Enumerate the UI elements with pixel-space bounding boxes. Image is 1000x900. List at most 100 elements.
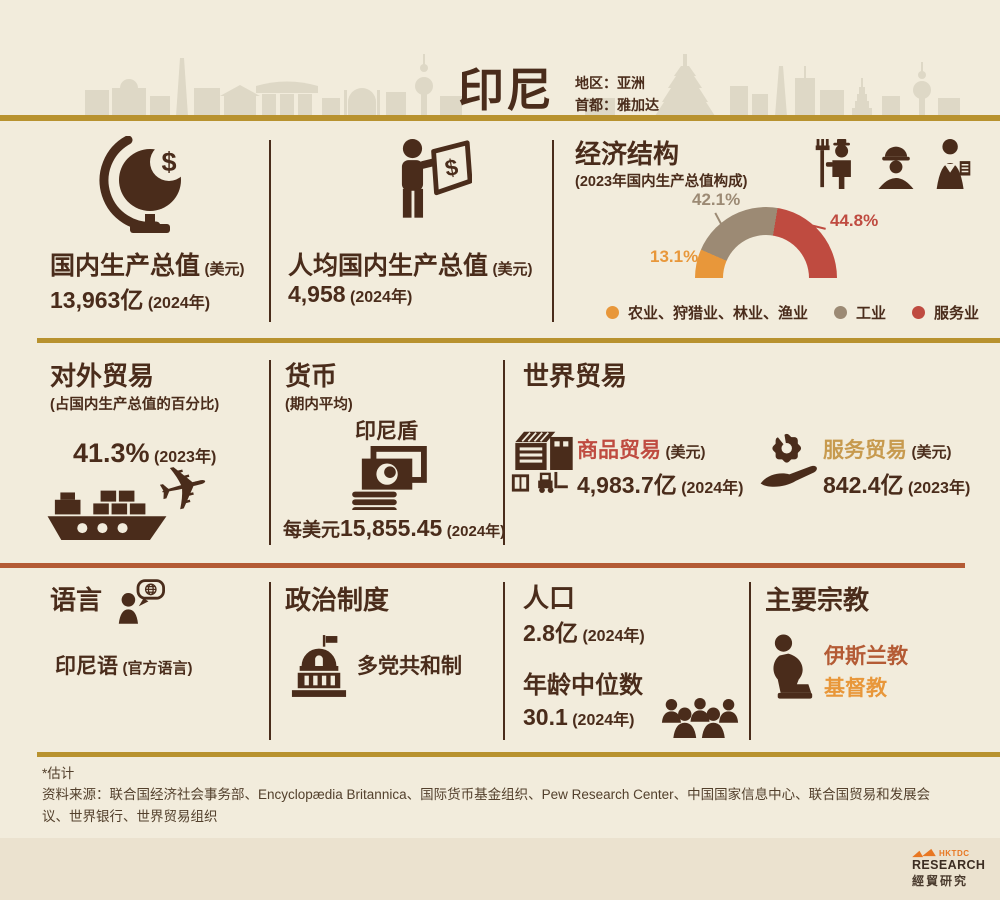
bottom-band [0,838,1000,900]
page-title: 印尼 [458,64,554,116]
gauge-label-agriculture: 13.1% [650,247,718,266]
gdp-title-line: 国内生产总值 (美元) [50,246,244,282]
population-value-line: 2.8亿 (2024年) [523,614,645,648]
currency-title: 货币 [285,361,338,391]
capitol-icon [291,635,347,697]
merchandise-unit: (美元) [665,444,706,461]
merchandise-year: (2024年) [681,480,744,497]
gauge-label-industry: 42.1% [692,190,741,209]
median-age-year: (2024年) [572,712,635,729]
foreign-trade-title: 对外贸易 [50,361,155,391]
foreign-trade-subtitle: (占国内生产总值的百分比) [50,397,220,413]
divider-r3-b [503,582,505,740]
religion-item-islam: 伊斯兰教 [824,645,908,668]
language-note: (官方语言) [122,660,193,677]
logo-research-text: RESEARCH [912,858,986,872]
builder-icon [878,146,914,189]
population-title: 人口 [523,583,576,613]
box-forklift-icon [511,471,568,493]
people-group-icon [661,698,739,738]
hktdc-brand-text: HKTDC [939,848,970,858]
cargo-ship-icon [47,490,167,540]
gdp-value-line: 13,963亿 (2024年) [50,281,210,315]
legend-dot-services [912,306,926,319]
divider-r1-a [269,140,271,322]
language-value: 印尼语 [55,655,118,678]
economic-structure-title: 经济结构 [575,139,680,169]
speech-person-icon [118,579,165,624]
world-trade-title: 世界贸易 [523,361,628,391]
political-system-value: 多党共和制 [357,655,462,678]
divider-r3-c [749,582,751,740]
merchandise-value: 4,983.7亿 [577,472,677,498]
hktdc-logo: HKTDC RESEARCH 經貿研究 [912,848,985,889]
svg-text:$: $ [443,154,460,182]
median-age-title: 年龄中位数 [523,672,643,699]
farmer-icon [815,139,851,189]
divider-row2-row3 [0,563,965,568]
gauge-label-services: 44.8% [830,211,879,230]
sources-text: 资料来源：联合国经济社会事务部、Encyclopædia Britannica、… [42,787,931,824]
gdp-pc-unit: (美元) [492,261,533,278]
header-divider [0,115,1000,121]
foreign-trade-value: 41.3% [73,438,150,468]
services-year: (2023年) [908,480,971,497]
currency-rate-value: 15,855.45 [340,515,443,541]
legend-label-agriculture: 农业、狩猎业、林业、渔业 [628,305,809,322]
population-value: 2.8亿 [523,620,578,646]
divider-r3-a [269,582,271,740]
services-label-line: 服务贸易 (美元) [823,434,951,464]
divider-r2-a [269,360,271,545]
gear-hand-icon [760,432,817,487]
foreign-trade-value-line: 41.3% (2023年) [73,438,216,469]
sector-icons [815,139,973,189]
praying-person-icon [773,634,813,699]
gdp-title: 国内生产总值 [50,252,201,280]
divider-row1-row2 [37,338,1000,343]
region-label: 地区：亚洲 [575,75,645,91]
globe-dollar-icon: $ [99,136,188,233]
currency-rate-prefix: 每美元 [283,520,341,541]
gdp-pc-title: 人均国内生产总值 [288,252,489,280]
gdp-unit: (美元) [204,261,245,278]
services-value-line: 842.4亿 (2023年) [823,466,970,500]
legend-dot-agriculture [606,306,619,319]
gdp-pc-year: (2024年) [350,289,413,306]
population-year: (2024年) [582,628,645,645]
median-age-value: 30.1 [523,704,568,730]
economic-structure-subtitle: (2023年国内生产总值构成) [575,174,748,190]
currency-rate-year: (2024年) [446,523,506,540]
foreign-trade-year: (2023年) [154,449,217,466]
currency-subtitle: (期内平均) [285,397,353,413]
legend-dot-industry [834,306,848,319]
divider-footer [37,752,1000,757]
banknotes-icon [352,446,427,510]
currency-name: 印尼盾 [355,420,418,443]
gdp-pc-value-line: 4,958 (2024年) [288,281,412,308]
gdp-pc-value: 4,958 [288,281,346,307]
capital-label: 首都：雅加达 [575,97,659,114]
hktdc-mark-icon [912,848,936,858]
estimate-note: *估计 [42,766,75,781]
hktdc-logo-mark: HKTDC [912,848,985,858]
services-unit: (美元) [911,444,952,461]
gdp-pc-title-line: 人均国内生产总值 (美元) [288,246,532,282]
merchandise-label-line: 商品贸易 (美元) [577,434,705,464]
waiter-icon [936,139,971,189]
divider-r1-b [552,140,554,322]
person-banknote-icon: $ [401,138,472,218]
gdp-value: 13,963亿 [50,287,144,313]
legend-label-industry: 工业 [856,305,887,322]
religion-title: 主要宗教 [765,585,870,615]
median-age-value-line: 30.1 (2024年) [523,704,634,731]
services-value: 842.4亿 [823,472,904,498]
merchandise-label: 商品贸易 [577,439,661,462]
services-label: 服务贸易 [823,439,907,462]
chart-legend: 农业、狩猎业、林业、渔业 工业 服务业 [606,302,979,323]
header-meta: 地区：亚洲 首都：雅加达 [575,72,659,117]
svg-text:$: $ [161,147,176,177]
legend-label-services: 服务业 [934,305,980,322]
merchandise-value-line: 4,983.7亿 (2024年) [577,466,743,500]
gdp-year: (2024年) [147,295,211,312]
